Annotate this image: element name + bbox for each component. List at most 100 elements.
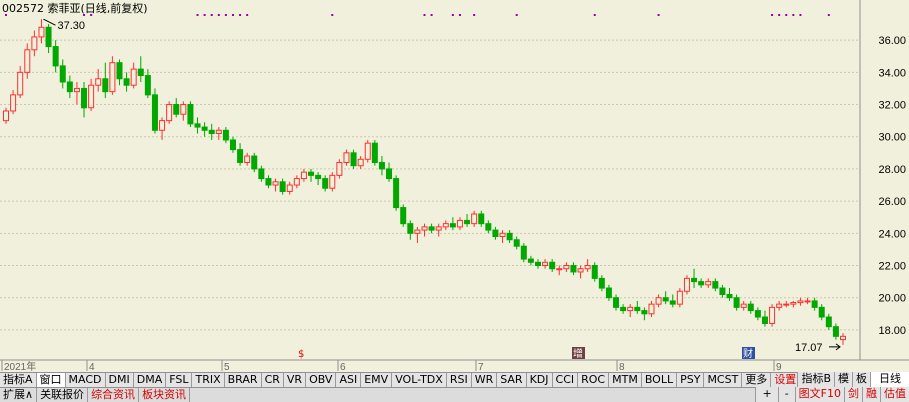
candle-body[interactable] (783, 303, 790, 306)
zoom-out-button[interactable]: - (777, 387, 795, 402)
candle-body[interactable] (655, 297, 662, 305)
candle-body[interactable] (598, 277, 605, 289)
bottom-tab-3[interactable]: 板块资讯 (139, 388, 191, 402)
candle-body[interactable] (52, 46, 59, 67)
candle-body[interactable] (613, 297, 620, 308)
candle-body[interactable] (506, 232, 513, 241)
candle-body[interactable] (726, 293, 733, 299)
indicator-tab-15[interactable]: WR (472, 373, 498, 388)
event-dot[interactable] (778, 14, 781, 16)
indicator-tab-12[interactable]: EMV (361, 373, 393, 388)
candle-body[interactable] (386, 168, 393, 180)
candle-body[interactable] (279, 181, 286, 192)
candle-body[interactable] (747, 303, 754, 312)
candle-body[interactable] (144, 75, 151, 96)
indicator-tab-8[interactable]: CR (262, 373, 284, 388)
right-tab-1[interactable]: 模 (834, 372, 852, 387)
indicator-tab-7[interactable]: BRAR (225, 373, 262, 388)
candle-body[interactable] (449, 223, 456, 228)
indicator-tab-18[interactable]: CCI (553, 373, 579, 388)
bottom-right-tab-1[interactable]: 剑 (844, 387, 862, 402)
candle-body[interactable] (464, 219, 471, 225)
candle-body[interactable] (634, 306, 641, 312)
candle-body[interactable] (116, 62, 123, 80)
candle-body[interactable] (570, 265, 577, 273)
candle-body[interactable] (81, 87, 88, 109)
candle-body[interactable] (109, 62, 116, 93)
candle-body[interactable] (556, 268, 563, 271)
indicator-tab-10[interactable]: OBV (306, 373, 337, 388)
candle-body[interactable] (485, 223, 492, 231)
candle-body[interactable] (492, 229, 499, 238)
candle-body[interactable] (151, 94, 158, 131)
candle-body[interactable] (130, 68, 137, 86)
candle-body[interactable] (187, 104, 194, 125)
candle-body[interactable] (442, 223, 449, 228)
zeng-mark[interactable]: 增 (573, 347, 583, 360)
bottom-right-tab-0[interactable]: 图文F10 (794, 387, 844, 402)
candle-body[interactable] (73, 87, 80, 93)
candle-body[interactable] (31, 36, 38, 51)
candle-body[interactable] (698, 281, 705, 286)
period-tab[interactable]: 日线 (870, 372, 909, 387)
candle-body[interactable] (45, 26, 52, 48)
candle-body[interactable] (237, 149, 244, 163)
indicator-tab-14[interactable]: RSI (447, 373, 472, 388)
candle-body[interactable] (761, 316, 768, 324)
candle-body[interactable] (293, 178, 300, 186)
event-dot[interactable] (827, 14, 830, 16)
candle-body[interactable] (222, 129, 229, 141)
candle-body[interactable] (308, 171, 315, 176)
candle-body[interactable] (669, 300, 676, 305)
bottom-right-tab-3[interactable]: 估值 (880, 387, 909, 402)
dividend-mark[interactable]: $ (298, 349, 304, 360)
indicator-tab-24[interactable]: 更多 (742, 373, 772, 388)
indicator-tab-23[interactable]: MCST (704, 373, 743, 388)
candle-body[interactable] (662, 297, 669, 302)
zoom-in-button[interactable]: + (755, 387, 778, 402)
candle-body[interactable] (435, 226, 442, 231)
candle-body[interactable] (414, 229, 421, 234)
candle-body[interactable] (88, 84, 95, 109)
candle-body[interactable] (66, 81, 73, 93)
indicator-tab-22[interactable]: PSY (677, 373, 705, 388)
event-dot[interactable] (203, 14, 206, 16)
indicator-tab-16[interactable]: SAR (497, 373, 527, 388)
candle-body[interactable] (456, 219, 463, 228)
indicator-tab-20[interactable]: MTM (609, 373, 642, 388)
candle-body[interactable] (776, 303, 783, 308)
indicator-tab-5[interactable]: FSL (166, 373, 193, 388)
candle-body[interactable] (705, 281, 712, 286)
candle-body[interactable] (499, 232, 506, 238)
bottom-tab-1[interactable]: 关联报价 (37, 388, 89, 402)
candle-body[interactable] (740, 303, 747, 308)
event-dot[interactable] (224, 14, 227, 16)
event-dot[interactable] (657, 14, 660, 16)
bottom-tab-2[interactable]: 综合资讯 (88, 388, 140, 402)
candle-body[interactable] (322, 178, 329, 189)
candle-body[interactable] (272, 181, 279, 186)
candle-body[interactable] (300, 171, 307, 180)
indicator-tab-3[interactable]: DMI (106, 373, 134, 388)
event-dot[interactable] (83, 14, 86, 16)
candle-body[interactable] (804, 300, 811, 303)
candle-body[interactable] (542, 261, 549, 267)
candle-body[interactable] (173, 104, 180, 115)
candle-body[interactable] (329, 174, 336, 189)
candle-body[interactable] (180, 104, 187, 115)
candle-body[interactable] (620, 306, 627, 312)
candle-body[interactable] (208, 129, 215, 135)
candle-body[interactable] (520, 245, 527, 260)
indicator-tab-1[interactable]: 窗口 (36, 373, 66, 388)
candle-body[interactable] (229, 139, 236, 151)
candle-body[interactable] (265, 178, 272, 186)
candle-body[interactable] (428, 226, 435, 231)
candle-body[interactable] (166, 104, 173, 122)
candle-body[interactable] (10, 94, 17, 112)
candle-body[interactable] (818, 306, 825, 318)
candle-body[interactable] (641, 310, 648, 315)
event-dot[interactable] (792, 14, 795, 16)
candle-body[interactable] (790, 302, 797, 305)
event-dot[interactable] (473, 14, 476, 16)
candle-body[interactable] (371, 142, 378, 163)
